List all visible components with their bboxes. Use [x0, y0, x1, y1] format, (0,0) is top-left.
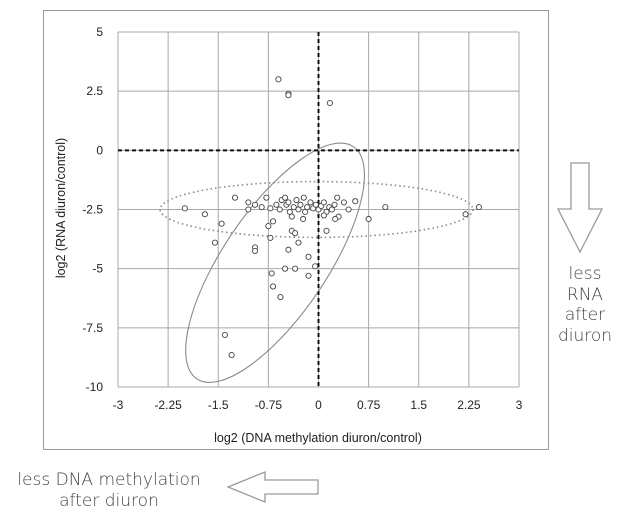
data-point — [290, 204, 297, 211]
data-point — [245, 206, 252, 213]
data-point — [331, 201, 338, 208]
data-point — [292, 265, 299, 272]
data-point — [320, 212, 327, 219]
x-tick-label: -0.75 — [255, 398, 283, 412]
y-tick-label: -2.5 — [82, 203, 103, 217]
data-point — [295, 239, 302, 246]
x-axis-label: log2 (DNA methylation diuron/control) — [214, 431, 422, 445]
data-points — [181, 76, 482, 359]
tick-labels: -3 -2.25 -1.5 -0.75 0 0.75 1.5 2.25 3 5 2.5 0 -2.5 -5… — [82, 25, 522, 412]
data-point — [245, 199, 252, 206]
y-tick-label: 5 — [96, 25, 103, 39]
bottom-arrow-label: less DNA methylation after diuron — [17, 470, 201, 511]
y-tick-label: -5 — [92, 262, 103, 276]
data-point — [251, 201, 259, 208]
data-point — [218, 220, 225, 227]
right-arrow-label: less RNA after diuron — [557, 264, 613, 347]
data-point — [305, 253, 312, 260]
data-point — [282, 265, 289, 272]
data-point — [307, 199, 314, 206]
dotted-ellipse — [159, 180, 474, 239]
x-tick-label: 1.5 — [410, 398, 427, 412]
data-point — [320, 199, 327, 206]
data-point — [181, 205, 188, 212]
data-point — [231, 194, 239, 201]
data-point — [258, 204, 265, 211]
data-point — [263, 194, 270, 201]
data-point — [340, 199, 347, 206]
x-tick-label: 0.75 — [357, 398, 381, 412]
data-point — [228, 351, 235, 359]
data-point — [273, 201, 280, 208]
data-point — [211, 239, 218, 246]
x-tick-label: -3 — [113, 398, 124, 412]
x-tick-label: -1.5 — [208, 398, 229, 412]
data-point — [288, 213, 295, 220]
data-point — [276, 206, 283, 213]
data-point — [300, 194, 307, 201]
data-point — [275, 76, 282, 83]
left-arrow-icon — [226, 471, 319, 503]
y-tick-label: -7.5 — [82, 321, 103, 335]
data-point — [332, 215, 339, 223]
x-tick-label: 0 — [315, 398, 322, 412]
data-point — [285, 199, 292, 206]
data-point — [334, 194, 341, 201]
data-point — [326, 99, 333, 107]
data-point — [251, 247, 259, 254]
data-point — [267, 234, 274, 241]
data-point — [201, 211, 208, 218]
data-point — [277, 294, 284, 301]
chart-frame — [43, 10, 549, 450]
data-point — [352, 198, 359, 205]
data-point — [282, 194, 289, 201]
data-point — [475, 204, 482, 211]
data-point — [270, 283, 277, 290]
data-point — [382, 204, 389, 211]
data-point — [292, 230, 299, 237]
data-point — [285, 246, 292, 253]
data-point — [345, 206, 352, 213]
data-point — [365, 215, 372, 223]
data-point — [293, 196, 300, 204]
y-tick-label: 0 — [96, 143, 103, 157]
data-point — [268, 270, 275, 277]
x-tick-label: -2.25 — [154, 398, 182, 412]
data-point — [221, 331, 228, 338]
x-tick-label: 3 — [516, 398, 523, 412]
data-point — [265, 223, 272, 230]
x-tick-label: 2.25 — [457, 398, 481, 412]
data-point — [328, 206, 335, 213]
y-tick-label: -10 — [86, 380, 104, 394]
data-point — [300, 215, 307, 223]
data-point — [270, 218, 277, 225]
solid-ellipse — [185, 142, 365, 383]
down-arrow-icon — [556, 162, 604, 254]
data-point — [462, 211, 469, 218]
y-axis-label: log2 (RNA diuron/control) — [54, 138, 68, 278]
data-point — [297, 201, 304, 208]
ellipses — [159, 142, 474, 383]
data-point — [304, 204, 311, 211]
data-point — [305, 272, 312, 279]
y-tick-label: 2.5 — [86, 84, 103, 98]
data-point — [267, 205, 274, 212]
data-point — [285, 92, 292, 99]
data-point — [312, 263, 319, 270]
data-point — [323, 227, 330, 234]
